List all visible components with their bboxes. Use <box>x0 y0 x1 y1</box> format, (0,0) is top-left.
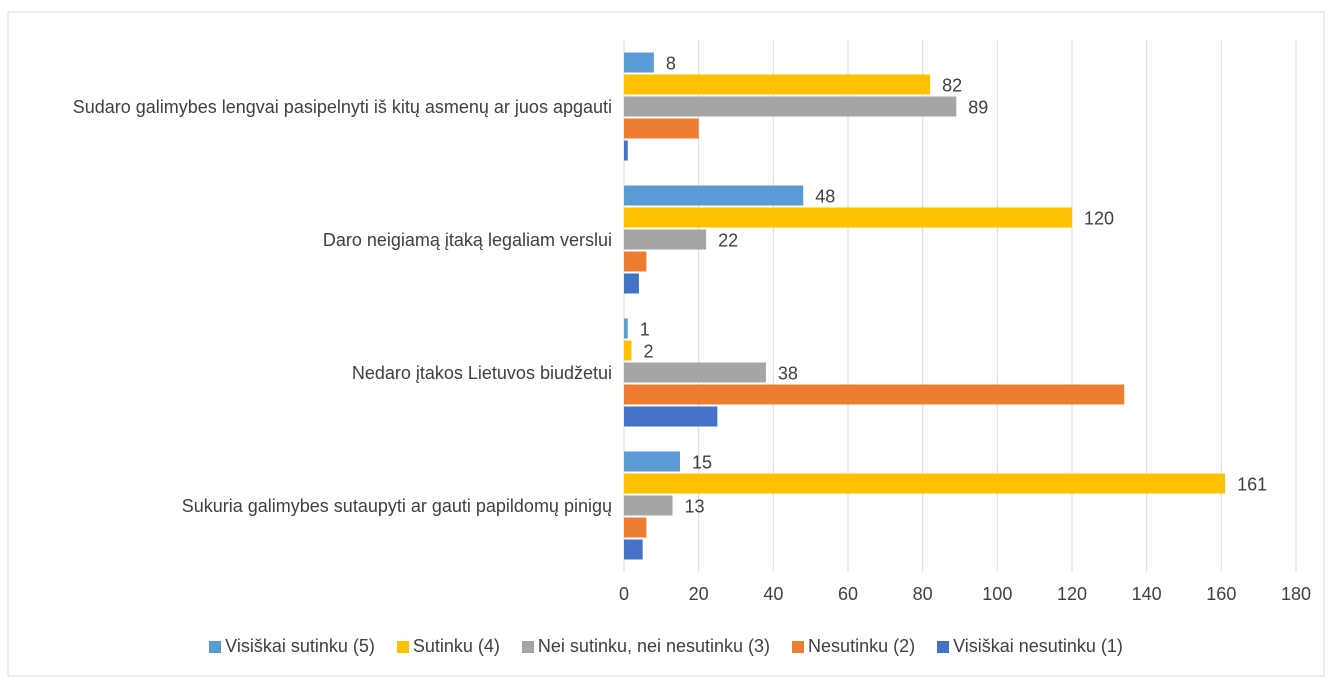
bar <box>624 517 647 538</box>
bar <box>624 384 1125 405</box>
data-label: 1 <box>640 319 650 339</box>
category-label: Sudaro galimybes lengvai pasipelnyti iš … <box>72 96 612 117</box>
legend-label: Nei sutinku, nei nesutinku (3) <box>537 636 771 656</box>
legend-item: Sutinku (4) <box>396 636 500 657</box>
legend-item: Nesutinku (2) <box>792 636 915 657</box>
bar <box>624 96 957 117</box>
data-label: 38 <box>778 363 798 383</box>
bar <box>624 362 766 383</box>
x-tick-label: 40 <box>763 584 783 604</box>
legend-label: Nesutinku (2) <box>808 636 916 656</box>
bar <box>624 185 804 206</box>
legend-item: Nei sutinku, nei nesutinku (3) <box>521 636 771 657</box>
x-tick-label: 0 <box>619 584 629 604</box>
bar <box>624 74 931 95</box>
bar <box>624 406 718 427</box>
bar <box>624 140 628 161</box>
bar <box>624 473 1226 494</box>
x-tick-label: 120 <box>1057 584 1087 604</box>
x-tick-label: 140 <box>1132 584 1162 604</box>
bar <box>624 118 699 139</box>
x-tick-label: 100 <box>982 584 1012 604</box>
bar <box>624 539 643 560</box>
category-label: Nedaro įtakos Lietuvos biudžetui <box>351 362 612 383</box>
legend-swatch <box>521 640 534 653</box>
legend-swatch <box>209 640 222 653</box>
legend-label: Sutinku (4) <box>412 636 500 656</box>
data-label: 120 <box>1084 208 1114 228</box>
data-label: 8 <box>666 53 676 73</box>
legend-swatch <box>937 640 950 653</box>
legend-swatch <box>792 640 805 653</box>
data-label: 15 <box>692 452 712 472</box>
bar <box>624 318 628 339</box>
chart-border <box>7 11 1325 677</box>
x-tick-label: 20 <box>689 584 709 604</box>
data-label: 48 <box>815 186 835 206</box>
x-tick-label: 160 <box>1206 584 1236 604</box>
legend-item: Visiškai sutinku (5) <box>209 636 375 657</box>
x-tick-label: 180 <box>1281 584 1311 604</box>
bar <box>624 273 639 294</box>
data-label: 22 <box>718 230 738 250</box>
x-tick-label: 60 <box>838 584 858 604</box>
data-label: 82 <box>942 75 962 95</box>
x-tick-label: 80 <box>913 584 933 604</box>
legend-label: Visiškai sutinku (5) <box>225 636 375 656</box>
bar <box>624 52 654 73</box>
legend-swatch <box>396 640 409 653</box>
legend-item: Visiškai nesutinku (1) <box>937 636 1123 657</box>
bar <box>624 207 1072 228</box>
data-label: 13 <box>685 496 705 516</box>
data-label: 89 <box>968 97 988 117</box>
bar <box>624 451 680 472</box>
data-label: 161 <box>1237 474 1267 494</box>
bar <box>624 251 647 272</box>
bar <box>624 495 673 516</box>
bar <box>624 340 632 361</box>
category-label: Sukuria galimybes sutaupyti ar gauti pap… <box>181 495 612 516</box>
bar <box>624 229 707 250</box>
legend-label: Visiškai nesutinku (1) <box>953 636 1123 656</box>
legend: Visiškai sutinku (5) Sutinku (4) Nei sutin… <box>0 636 1332 657</box>
data-label: 2 <box>643 341 653 361</box>
category-label: Daro neigiamą įtaką legaliam verslui <box>322 229 612 250</box>
